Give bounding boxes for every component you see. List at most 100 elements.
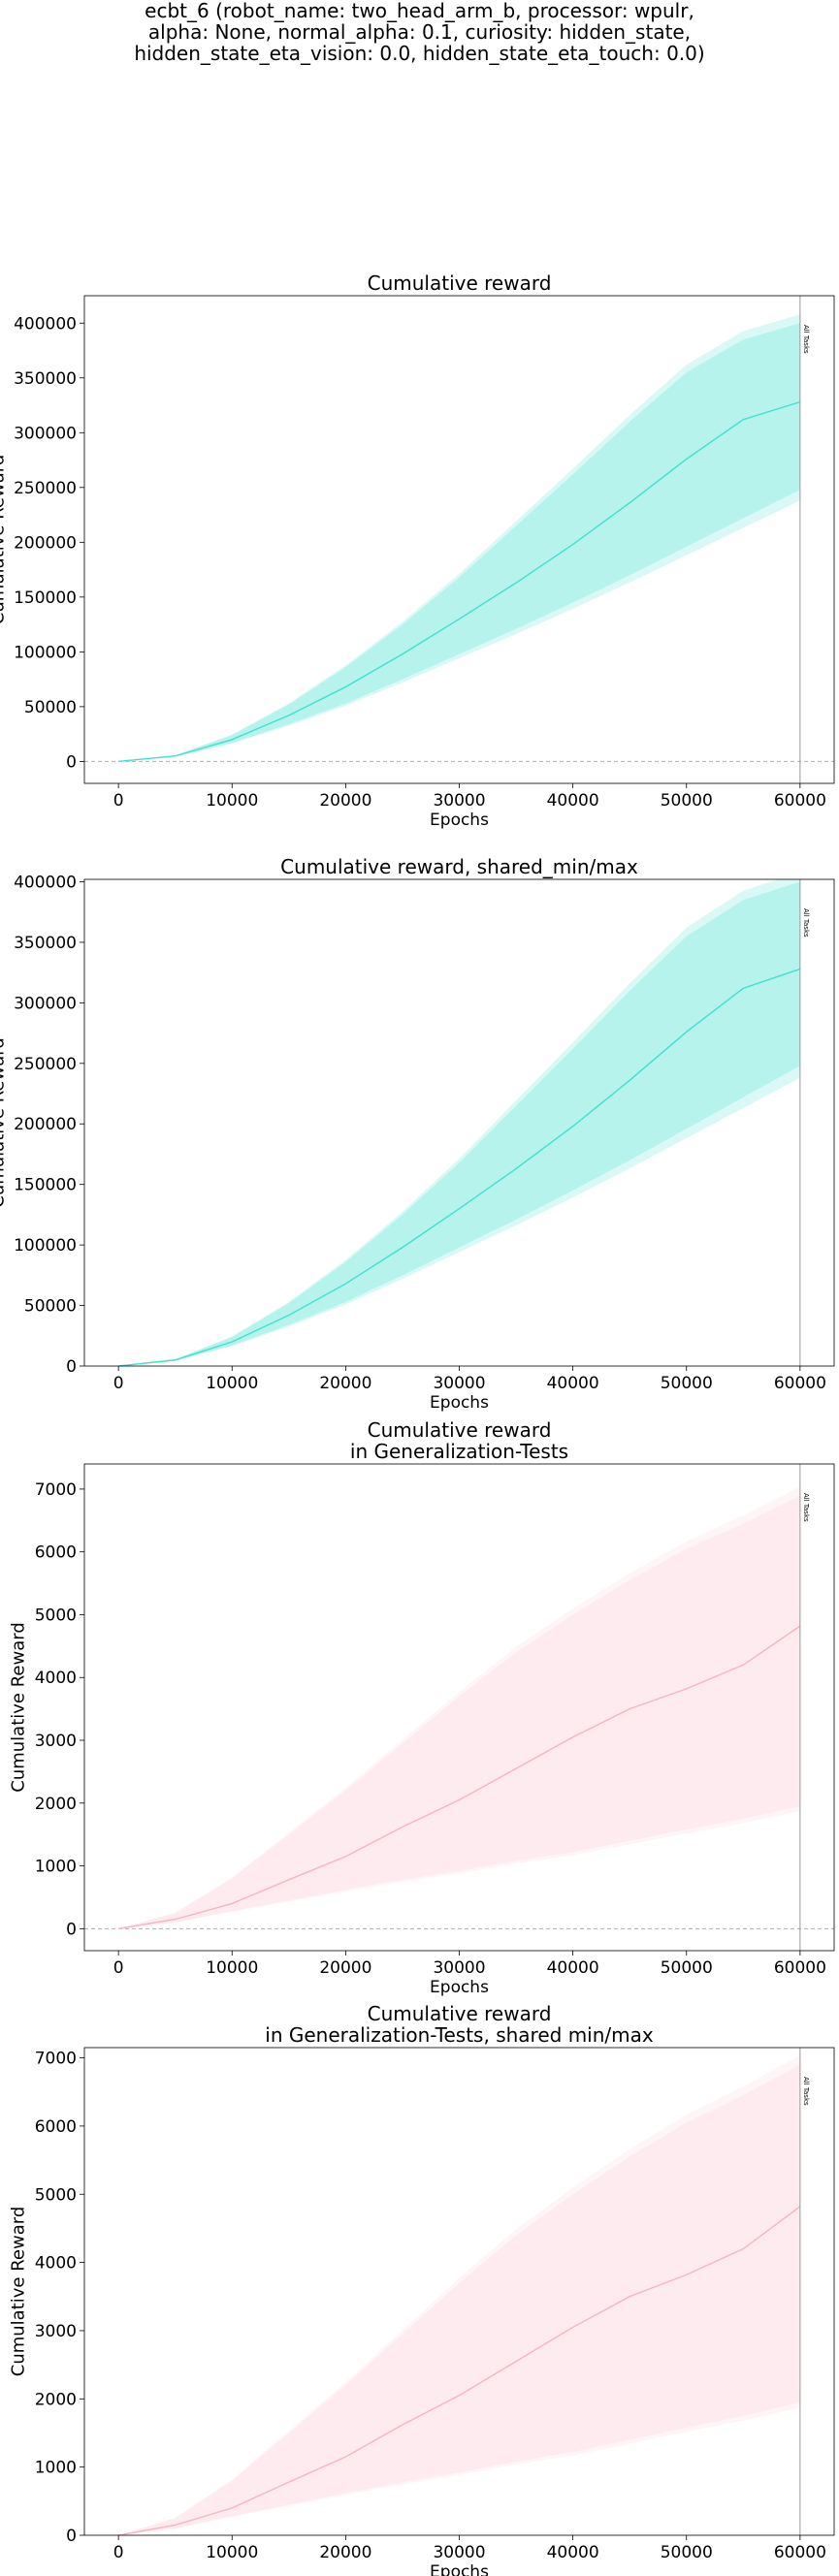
- y-tick-label: 0: [66, 752, 77, 772]
- y-tick-label: 250000: [14, 1055, 77, 1074]
- task-vline-label: All Tasks: [802, 1493, 810, 1522]
- y-axis-label: Cumulative Reward: [9, 2207, 29, 2377]
- x-tick-label: 50000: [661, 1958, 713, 1978]
- x-tick-label: 20000: [319, 1374, 371, 1393]
- y-tick-label: 300000: [14, 994, 77, 1013]
- chart-title-line: Cumulative reward, shared_min/max: [280, 855, 638, 878]
- y-axis-label: Cumulative Reward: [0, 1037, 8, 1208]
- y-tick-label: 5000: [35, 2185, 77, 2205]
- x-tick-label: 30000: [433, 1374, 485, 1393]
- y-tick-label: 350000: [14, 369, 77, 389]
- x-tick-label: 60000: [774, 1958, 826, 1978]
- chart-title-line: Cumulative reward: [368, 271, 552, 295]
- min-max-band: [118, 2064, 800, 2535]
- x-tick-label: 20000: [319, 2543, 371, 2562]
- chart-title-line: in Generalization-Tests, shared min/max: [265, 2023, 654, 2047]
- y-tick-label: 50000: [24, 1297, 77, 1317]
- x-tick-label: 10000: [206, 1958, 258, 1978]
- y-tick-label: 50000: [24, 698, 77, 717]
- y-axis-label: Cumulative Reward: [9, 1622, 29, 1793]
- mean-line: [118, 2206, 801, 2535]
- min-max-band: [118, 881, 800, 1366]
- x-tick-label: 0: [113, 1958, 124, 1978]
- y-tick-label: 0: [66, 1920, 77, 1939]
- y-tick-label: 5000: [35, 1606, 77, 1625]
- y-tick-label: 4000: [35, 2254, 77, 2274]
- x-tick-label: 60000: [774, 791, 826, 811]
- chart-2: All Tasks 0 10000 20000 30000 40000 50000 60000…: [0, 855, 835, 1413]
- plot-area: [118, 2054, 801, 2535]
- y-axis-label: Cumulative Reward: [0, 455, 8, 625]
- min-max-band: [118, 1495, 800, 1929]
- task-vline-label: All Tasks: [802, 908, 810, 938]
- x-tick-label: 30000: [433, 2543, 485, 2562]
- x-tick-label: 50000: [661, 791, 713, 811]
- x-tick-label: 0: [113, 2543, 124, 2562]
- chart-title-line: in Generalization-Tests: [350, 1440, 568, 1463]
- y-tick-label: 200000: [14, 1115, 77, 1134]
- x-tick-label: 60000: [774, 2543, 826, 2562]
- y-tick-label: 400000: [14, 314, 77, 334]
- x-axis-label: Epochs: [430, 2562, 489, 2576]
- x-tick-label: 10000: [206, 2543, 258, 2562]
- y-tick-label: 3000: [35, 1732, 77, 1751]
- x-tick-label: 40000: [547, 791, 599, 811]
- x-tick-label: 50000: [661, 2543, 713, 2562]
- x-tick-label: 40000: [547, 2543, 599, 2562]
- x-tick-label: 10000: [206, 791, 258, 811]
- x-tick-label: 50000: [661, 1374, 713, 1393]
- y-tick-label: 2000: [35, 1795, 77, 1814]
- y-tick-label: 300000: [14, 424, 77, 443]
- y-tick-label: 400000: [14, 873, 77, 892]
- y-tick-label: 0: [66, 1357, 77, 1377]
- x-tick-label: 0: [113, 791, 124, 811]
- y-tick-label: 6000: [35, 2117, 77, 2137]
- figure-suptitle: ecbt_6 (robot_name: two_head_arm_b, proc…: [0, 0, 839, 64]
- x-axis-label: Epochs: [430, 811, 489, 830]
- min-max-band: [118, 323, 800, 762]
- x-tick-label: 10000: [206, 1374, 258, 1393]
- x-axis-label: Epochs: [430, 1978, 489, 1997]
- y-tick-label: 7000: [35, 2050, 77, 2069]
- task-vline-label: All Tasks: [802, 2077, 810, 2106]
- plot-area: [118, 879, 801, 1366]
- x-tick-label: 0: [113, 1374, 124, 1393]
- y-tick-label: 100000: [14, 643, 77, 662]
- chart-1: All Tasks 0 10000 20000 30000 40000 50000 60000…: [0, 271, 835, 830]
- x-axis-label: Epochs: [430, 1393, 489, 1413]
- suptitle-line-1: ecbt_6 (robot_name: two_head_arm_b, proc…: [145, 0, 694, 22]
- suptitle-line-2: alpha: None, normal_alpha: 0.1, curiosit…: [147, 20, 692, 44]
- y-tick-label: 1000: [35, 1858, 77, 1877]
- y-tick-label: 200000: [14, 533, 77, 553]
- x-tick-label: 30000: [433, 791, 485, 811]
- chart-title-line: Cumulative reward: [368, 1418, 552, 1442]
- y-tick-label: 150000: [14, 1176, 77, 1195]
- x-tick-label: 40000: [547, 1374, 599, 1393]
- y-tick-label: 4000: [35, 1669, 77, 1688]
- y-tick-label: 350000: [14, 934, 77, 953]
- plot-area: [84, 1486, 834, 1930]
- task-vline-label: All Tasks: [802, 325, 810, 354]
- mean-line: [118, 1625, 801, 1930]
- y-tick-label: 6000: [35, 1543, 77, 1563]
- x-tick-label: 40000: [547, 1958, 599, 1978]
- y-tick-label: 250000: [14, 479, 77, 498]
- x-tick-label: 30000: [433, 1958, 485, 1978]
- y-tick-label: 0: [66, 2527, 77, 2546]
- chart-title-line: Cumulative reward: [368, 2002, 552, 2025]
- suptitle-line-3: hidden_state_eta_vision: 0.0, hidden_sta…: [134, 42, 705, 65]
- y-tick-label: 150000: [14, 588, 77, 608]
- y-tick-label: 2000: [35, 2390, 77, 2409]
- y-tick-label: 7000: [35, 1480, 77, 1500]
- x-tick-label: 20000: [319, 1958, 371, 1978]
- plot-area: [84, 314, 834, 763]
- mean-line: [118, 400, 801, 763]
- y-tick-label: 100000: [14, 1236, 77, 1256]
- y-tick-label: 3000: [35, 2322, 77, 2341]
- y-tick-label: 1000: [35, 2459, 77, 2478]
- mean-line: [118, 968, 801, 1366]
- x-tick-label: 60000: [774, 1374, 826, 1393]
